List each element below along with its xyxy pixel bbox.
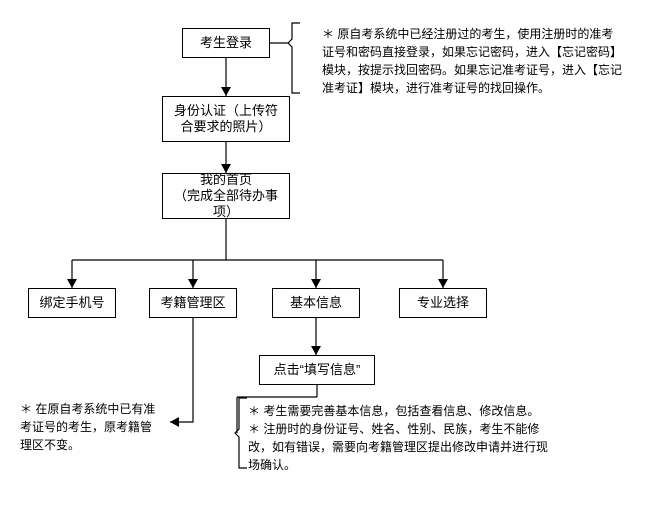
note-fill: ＊ 考生需要完善基本信息，包括查看信息、修改信息。＊ 注册时的身份证号、姓名、性… [248,402,558,474]
node-fill-info: 点击“填写信息” [259,355,375,385]
node-major: 专业选择 [399,288,487,318]
node-exam-mgmt: 考籍管理区 [149,288,237,318]
node-identity: 身份认证（上传符合要求的照片） [162,96,290,142]
node-major-label: 专业选择 [417,295,469,311]
node-bind-label: 绑定手机号 [39,295,104,311]
node-basic-info: 基本信息 [272,288,360,318]
note-login: ＊ 原自考系统中已经注册过的考生，使用注册时的准考证号和密码直接登录，如果忘记密… [322,25,622,97]
node-login: 考生登录 [182,28,270,58]
node-home-label: 我的首页（完成全部待办事项） [169,172,283,221]
node-identity-label: 身份认证（上传符合要求的照片） [169,103,283,136]
node-login-label: 考生登录 [200,35,252,51]
flowchart-canvas: 考生登录 身份认证（上传符合要求的照片） 我的首页（完成全部待办事项） 绑定手机… [0,0,655,524]
node-bind-phone: 绑定手机号 [28,288,116,318]
node-home: 我的首页（完成全部待办事项） [162,173,290,219]
note-exam: ＊ 在原自考系统中已有准考证号的考生，原考籍管理区不变。 [20,400,160,454]
node-basic-label: 基本信息 [290,295,342,311]
node-exam-label: 考籍管理区 [160,295,225,311]
node-fill-label: 点击“填写信息” [274,362,361,378]
